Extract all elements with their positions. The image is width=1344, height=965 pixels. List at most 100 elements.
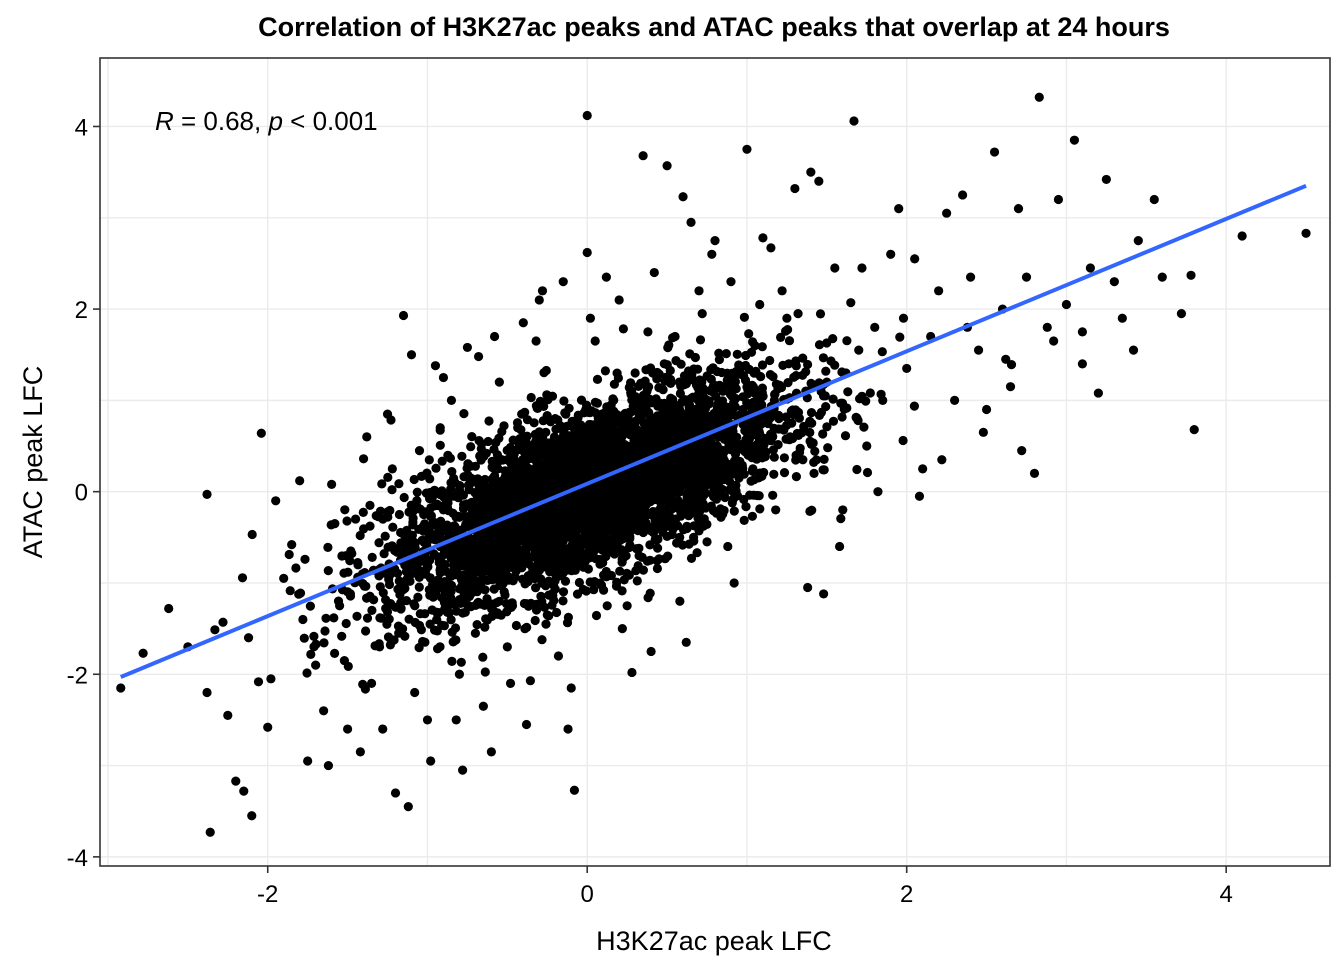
scatter-point [601,272,611,282]
scatter-point [751,366,761,376]
scatter-point [287,540,297,550]
scatter-point [627,667,637,678]
scatter-point [615,566,625,576]
scatter-point [430,361,441,371]
scatter-point [664,471,674,481]
scatter-point [843,387,853,397]
scatter-point [749,402,759,412]
scatter-point [779,468,790,478]
correlation-annotation: R = 0.68, p < 0.001 [155,106,378,136]
scatter-point [787,408,797,418]
scatter-point [346,546,356,556]
scatter-point [690,481,701,491]
scatter-point [918,464,928,474]
scatter-point [818,429,828,439]
scatter-point [782,313,792,323]
scatter-point [511,620,521,631]
scatter-point [753,429,763,439]
scatter-point [394,509,404,520]
scatter-point [569,785,580,795]
scatter-point [508,576,518,586]
scatter-point [628,406,638,416]
scatter-point [487,604,497,614]
scatter-point [546,541,557,552]
scatter-point [438,372,449,383]
scatter-point [398,310,409,321]
scatter-point [210,625,220,635]
scatter-point [965,272,976,282]
scatter-point [607,439,617,449]
scatter-point [823,443,833,453]
scatter-point [480,484,490,494]
scatter-point [387,485,397,495]
scatter-point [202,687,212,698]
scatter-point [934,286,944,296]
scatter-point [396,603,406,613]
chart-title: Correlation of H3K27ac peaks and ATAC pe… [258,12,1170,42]
scatter-point [665,365,675,376]
scatter-point [674,403,684,413]
scatter-point [380,531,390,541]
scatter-point [640,426,650,436]
scatter-point [633,561,643,571]
scatter-point [1034,92,1044,102]
scatter-point [473,474,483,484]
scatter-point [937,455,947,465]
scatter-point [652,535,662,545]
scatter-point [602,601,612,611]
scatter-point [414,582,424,592]
scatter-point [527,562,537,572]
scatter-point [781,326,791,336]
scatter-point [624,527,634,537]
scatter-point [431,607,442,617]
scatter-point [284,549,294,560]
scatter-point [530,615,540,626]
scatter-point [438,505,449,515]
scatter-point [652,423,662,433]
scatter-point [709,492,719,502]
scatter-point [582,110,592,121]
scatter-point [549,466,559,476]
scatter-point [747,511,758,521]
scatter-point [805,436,815,446]
scatter-point [563,724,573,734]
scatter-point [671,487,681,497]
scatter-point [560,447,570,457]
scatter-point [541,554,551,564]
scatter-point [674,377,685,387]
scatter-point [343,587,353,597]
scatter-point [271,496,281,506]
scatter-point [455,584,465,594]
scatter-point [564,454,575,464]
scatter-point [432,615,442,625]
scatter-point [439,492,449,502]
scatter-point [758,233,768,243]
scatter-point [526,392,536,403]
scatter-point [365,591,375,601]
scatter-point [298,614,308,625]
scatter-point [774,424,784,434]
scatter-point [534,483,544,493]
scatter-point [414,643,424,653]
scatter-point [319,638,329,648]
scatter-point [559,549,569,559]
scatter-point [646,473,657,483]
scatter-point [494,453,504,464]
scatter-point [742,144,752,154]
scatter-point [678,540,688,550]
scatter-point [323,566,333,576]
scatter-point [420,637,430,647]
scatter-point [609,414,619,424]
scatter-point [664,340,674,350]
x-tick-label: 0 [581,881,594,908]
scatter-point [622,601,632,611]
scatter-point [530,546,540,556]
scatter-point [1186,270,1196,280]
scatter-point [376,613,386,623]
scatter-point [253,677,264,687]
scatter-point [714,355,725,365]
scatter-point [598,461,608,471]
scatter-point [470,550,480,561]
scatter-point [1017,445,1027,456]
scatter-point [718,509,728,519]
